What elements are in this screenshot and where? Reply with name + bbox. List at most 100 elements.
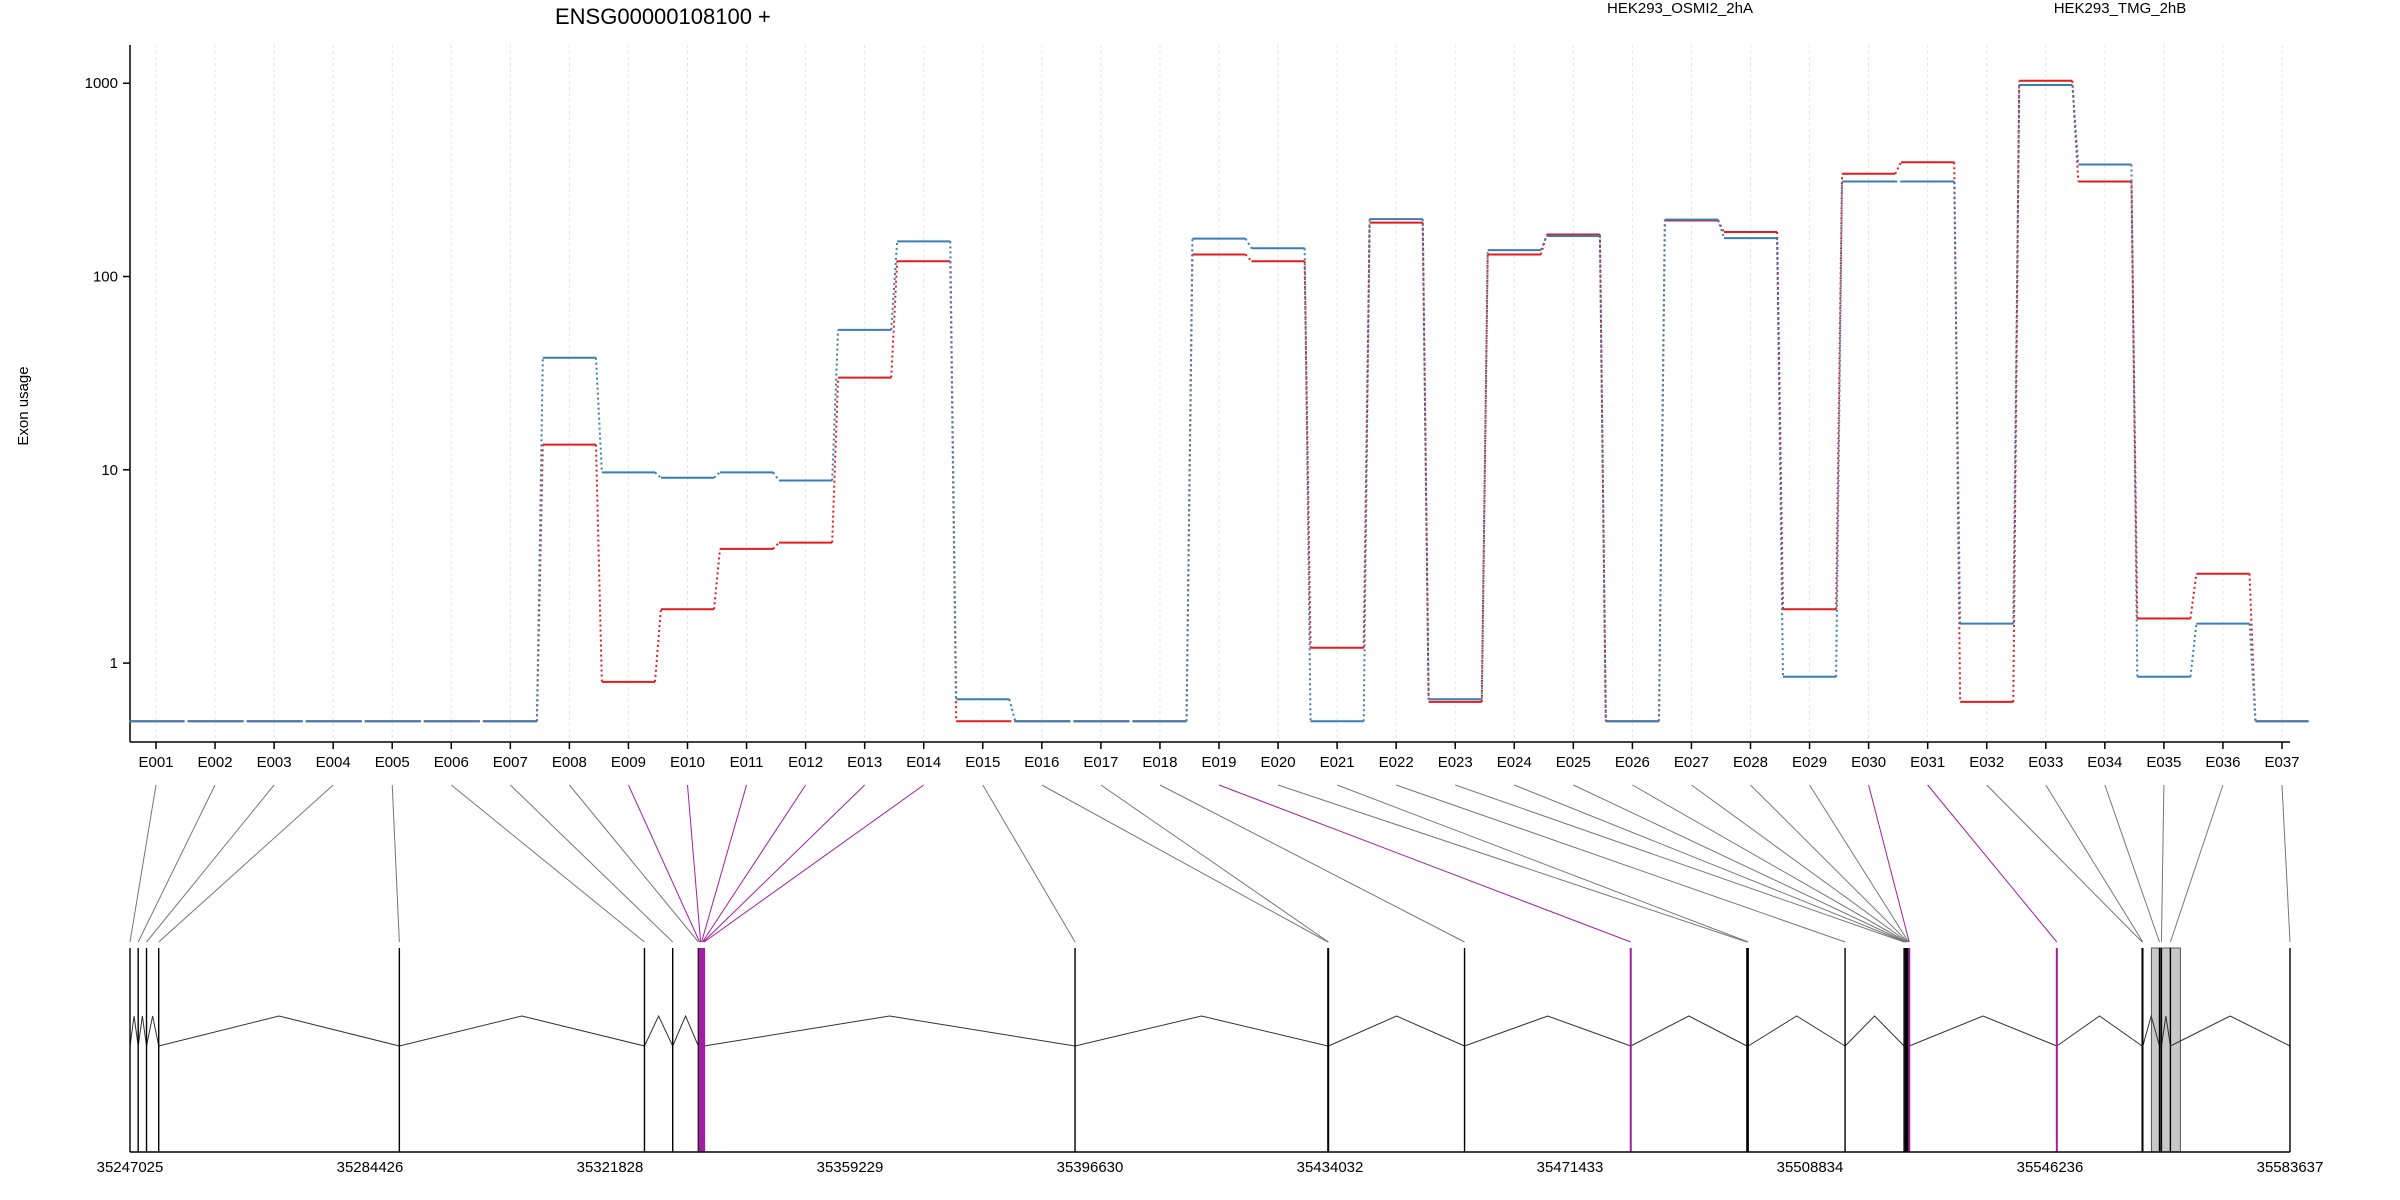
series-connector	[1362, 222, 1371, 648]
series-connector	[2012, 80, 2021, 702]
exon-connector-line	[1455, 784, 1905, 943]
series-connector	[1303, 248, 1312, 722]
x-tick-label: E016	[1024, 754, 1059, 771]
legend-entry-osmi2: HEK293_OSMI2_2hA	[1607, 0, 1753, 17]
x-tick-label: E007	[493, 754, 528, 771]
genomic-tick-label: 35471433	[1537, 1159, 1604, 1176]
genomic-tick-label: 35583637	[2257, 1159, 2324, 1176]
x-tick-label: E010	[670, 754, 705, 771]
intron-line	[2170, 1015, 2291, 1047]
exon-connector-line	[1632, 784, 1907, 943]
x-tick-label: E020	[1261, 754, 1296, 771]
gene-model: 35247025 35284426 35321828 35359229 35396630…	[97, 947, 2324, 1176]
intron-line	[1464, 1015, 1631, 1047]
x-tick-label: E002	[198, 754, 233, 771]
chart-title: ENSG00000108100 +	[555, 4, 771, 29]
intron-line	[399, 1015, 645, 1047]
exon-connector-line	[2104, 784, 2160, 943]
exon-connector-line	[2281, 784, 2291, 943]
x-tick-label: E014	[906, 754, 941, 771]
exon-connector-line	[509, 784, 674, 943]
genomic-tick-label: 35508834	[1777, 1159, 1844, 1176]
series-connector	[713, 471, 721, 479]
exon-connector-line	[569, 784, 699, 943]
series-connector	[1598, 236, 1607, 722]
series-connector	[1717, 220, 1725, 233]
intron-line	[2056, 1015, 2143, 1047]
exon-connector-line	[2045, 784, 2144, 943]
series-connector	[1008, 698, 1017, 722]
exon-connector-line	[1159, 784, 1465, 943]
exon-connector-line	[1691, 784, 1908, 943]
exon-connector-line	[1100, 784, 1329, 943]
x-tick-label: E011	[730, 754, 764, 771]
x-tick-label: E026	[1615, 754, 1650, 771]
genomic-tick-label: 35546236	[2017, 1159, 2084, 1176]
genomic-tick-label: 35284426	[337, 1159, 404, 1176]
genomic-tick-label: 35396630	[1057, 1159, 1124, 1176]
exon-connector-line	[703, 784, 925, 943]
exon-connector-line	[129, 784, 157, 943]
x-tick-label: E023	[1438, 754, 1473, 771]
series-lines	[129, 79, 2309, 723]
series-connector	[1894, 161, 1902, 175]
x-tick-label: E033	[2028, 754, 2063, 771]
series-connector	[2189, 623, 2198, 677]
intron-line	[158, 1015, 400, 1047]
intron-line	[644, 1014, 674, 1047]
exon-connector-line	[1750, 784, 1909, 943]
exon-connector-line	[146, 784, 275, 943]
x-tick-label: E030	[1851, 754, 1886, 771]
exon-connector-line	[450, 784, 645, 943]
intron-line	[704, 1015, 1076, 1047]
x-tick-label: E005	[375, 754, 410, 771]
series-connector	[2071, 84, 2080, 165]
x-tick-label: E003	[257, 754, 292, 771]
x-tick-label: E029	[1792, 754, 1827, 771]
exon-connector-line	[702, 784, 807, 943]
series-connector	[2248, 623, 2257, 722]
exon-connector-line	[1041, 784, 1329, 943]
y-axis-label: Exon usage	[15, 366, 32, 445]
series-connector	[1598, 234, 1607, 722]
genomic-tick-label: 35359229	[817, 1159, 884, 1176]
x-tick-label: E006	[434, 754, 469, 771]
series-connector	[1185, 238, 1194, 722]
exon-connectors	[129, 784, 2291, 943]
series-connector	[1421, 219, 1430, 700]
x-tick-label: E027	[1674, 754, 1709, 771]
x-tick-label: E015	[965, 754, 1000, 771]
x-tick-label: E034	[2087, 754, 2122, 771]
x-tick-label: E012	[788, 754, 823, 771]
x-tick-label: E008	[552, 754, 587, 771]
x-tick-label: E018	[1142, 754, 1177, 771]
x-tick-label: E032	[1969, 754, 2004, 771]
intron-line	[2142, 1014, 2160, 1047]
series-connector	[772, 471, 780, 482]
intron-line	[1844, 1015, 1905, 1047]
series-connector	[654, 471, 662, 479]
exon-connector-line	[2160, 784, 2165, 943]
exon-connector-line	[702, 784, 866, 943]
intron-line	[1747, 1015, 1846, 1047]
exon-connector-line	[1927, 784, 2058, 943]
series-connector	[949, 241, 958, 700]
series-connector	[831, 329, 840, 481]
series-connector	[1244, 238, 1253, 249]
axes: 1 10 100 1000 E001 E002 E003 E004 E005 E006 E007 E0…	[85, 45, 2300, 771]
legend-entry-tmg: HEK293_TMG_2hB	[2054, 0, 2187, 17]
x-tick-label: E009	[611, 754, 646, 771]
exon-connector-line	[627, 784, 701, 943]
exon-connector-line	[1514, 784, 1906, 943]
series-connector	[1717, 219, 1725, 239]
exon-connector-line	[1336, 784, 1749, 943]
x-tick-label: E035	[2146, 754, 2181, 771]
x-tick-label: E017	[1083, 754, 1118, 771]
exon-connector-line	[2169, 784, 2224, 943]
intron-line	[672, 1014, 699, 1047]
exon-connector-line	[137, 784, 216, 943]
intron-line	[137, 1015, 148, 1047]
x-tick-label: E036	[2205, 754, 2240, 771]
x-tick-label: E024	[1497, 754, 1532, 771]
